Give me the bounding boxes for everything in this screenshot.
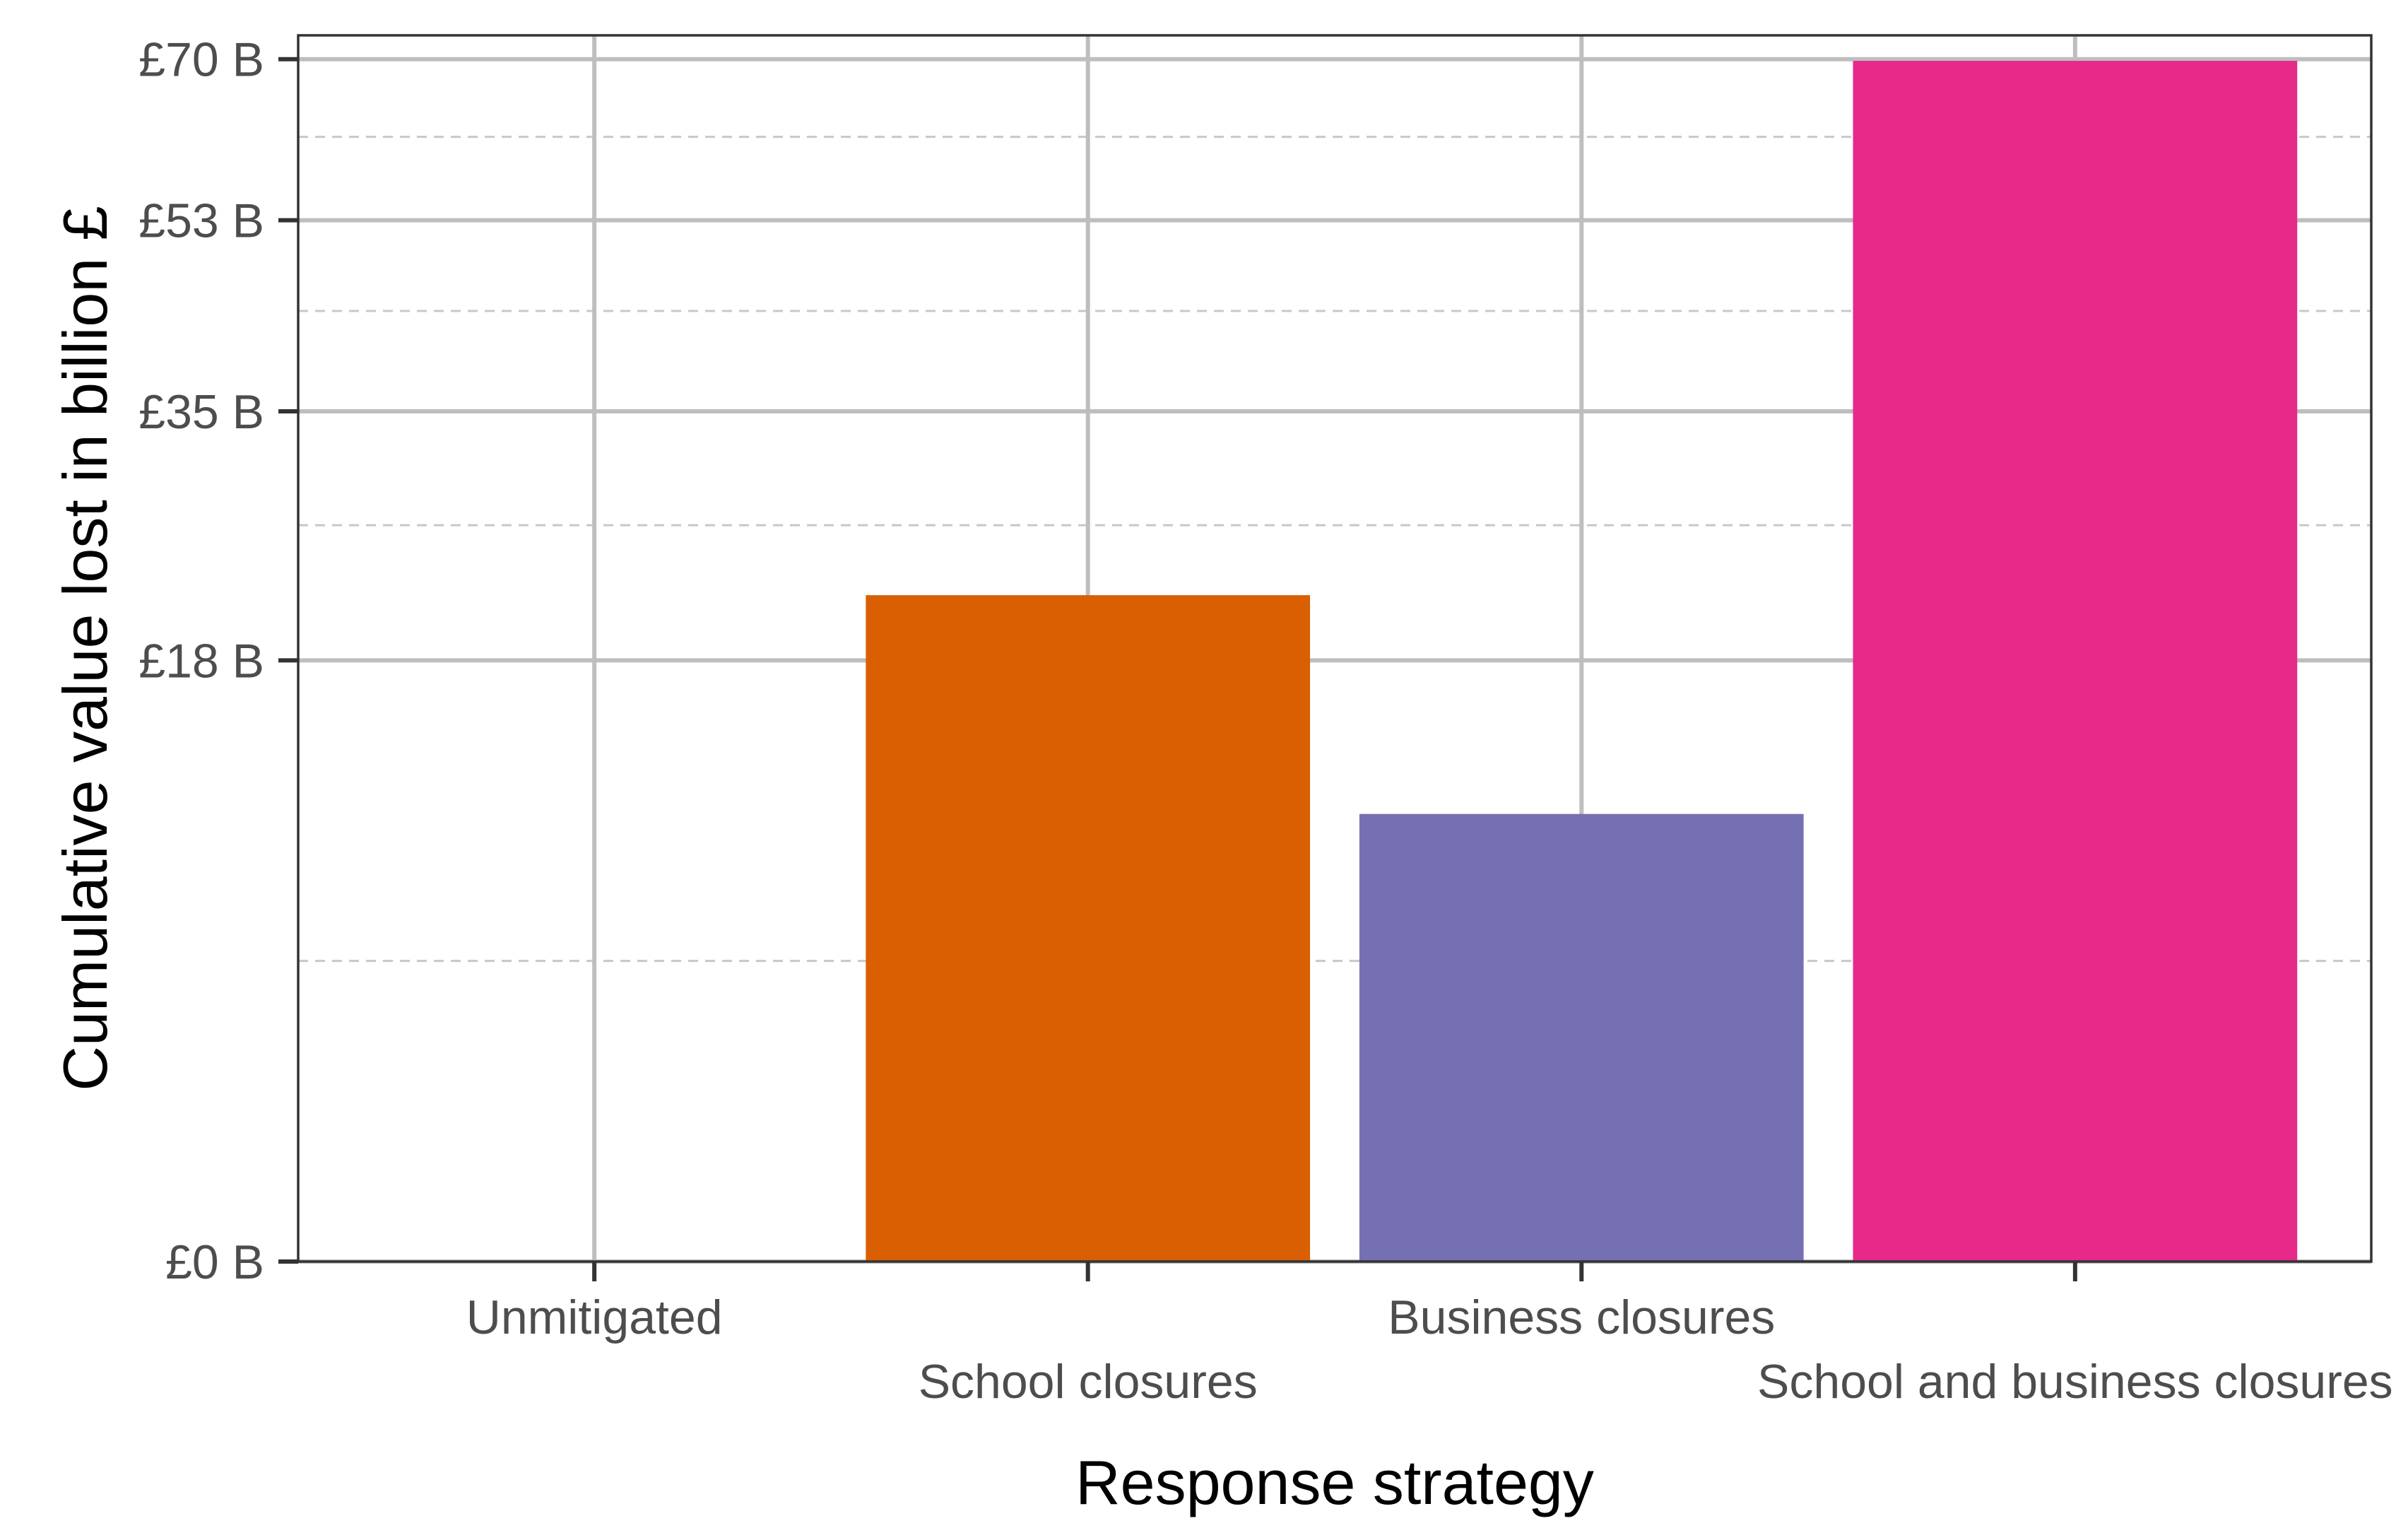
- x-tick-label: School and business closures: [1757, 1355, 2393, 1409]
- panel-border: [297, 34, 2373, 1263]
- y-axis-title: Cumulative value lost in billion £: [50, 206, 120, 1091]
- y-tick-label: £70 B: [138, 33, 264, 87]
- y-tick-label: £35 B: [138, 385, 264, 439]
- y-axis: £0 B £18 B £35 B £53 B £70 B: [138, 33, 298, 1289]
- x-axis: Unmitigated School closures Business closu…: [466, 1262, 2393, 1409]
- bars: [866, 61, 2298, 1262]
- y-tick-label: £53 B: [138, 194, 264, 248]
- y-tick-label: £18 B: [138, 634, 264, 688]
- x-axis-title: Response strategy: [1075, 1447, 1594, 1517]
- bar-school-and-business-closures: [1853, 61, 2298, 1262]
- bar-school-closures: [866, 595, 1311, 1262]
- x-tick-label: Business closures: [1388, 1291, 1775, 1344]
- y-tick-label: £0 B: [165, 1235, 264, 1289]
- x-tick-label: Unmitigated: [466, 1291, 723, 1344]
- x-tick-label: School closures: [919, 1355, 1258, 1409]
- minor-gridlines: [298, 136, 2371, 963]
- bar-business-closures: [1359, 813, 1804, 1262]
